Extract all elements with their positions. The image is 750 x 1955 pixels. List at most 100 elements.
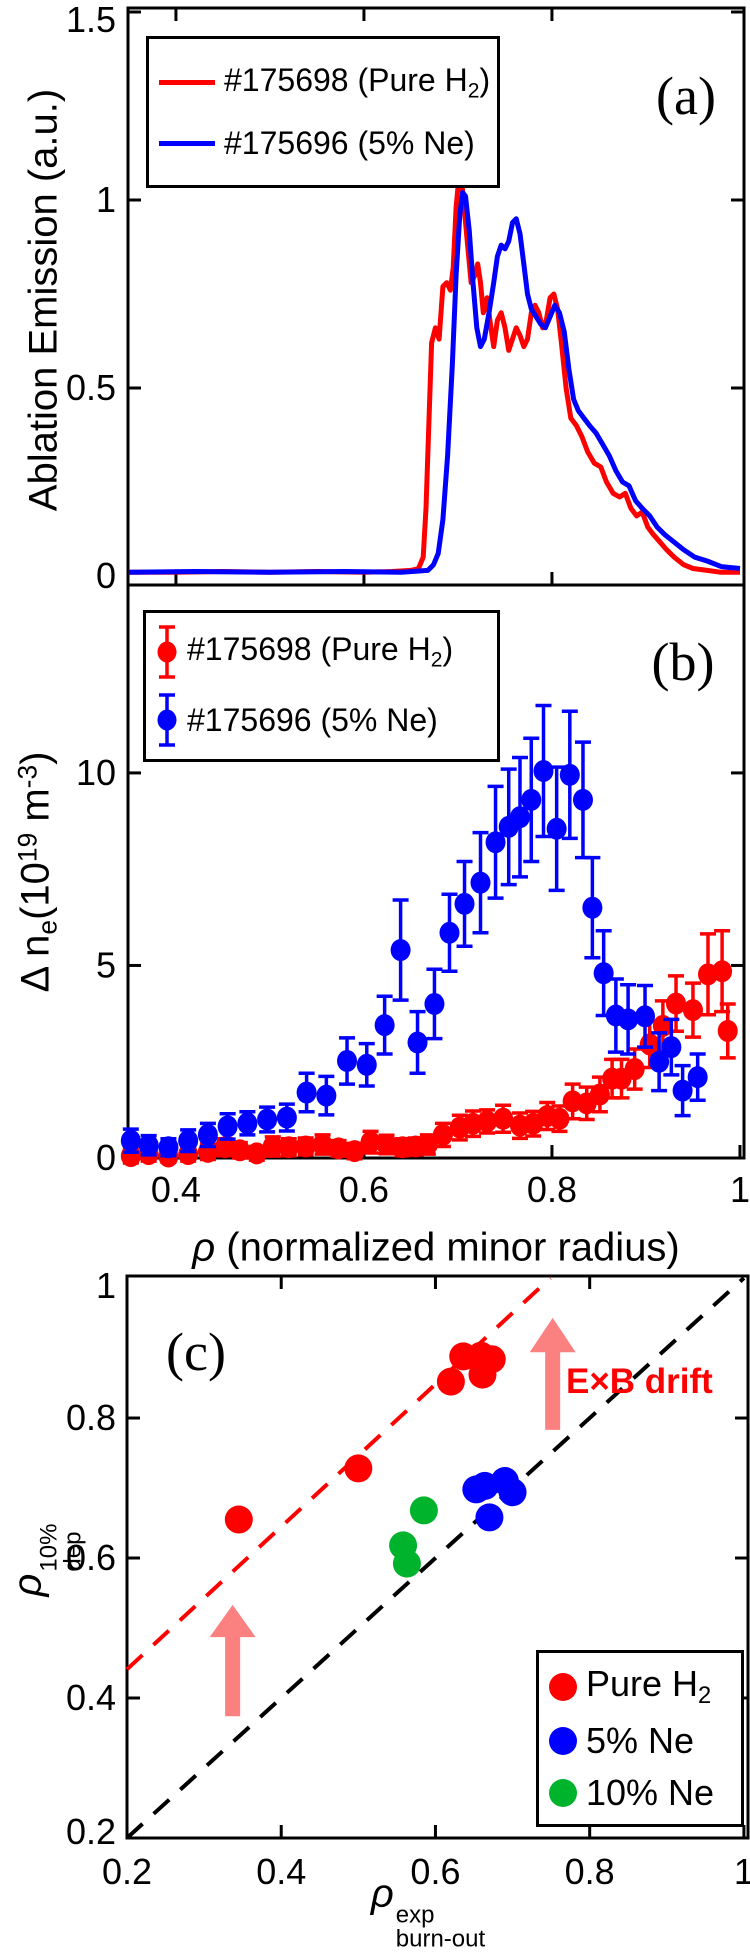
legend-marker-errorbar-icon (156, 691, 178, 749)
data-point (276, 1106, 297, 1129)
drift-arrow-icon (209, 1604, 256, 1717)
panel-b-xtick: 0.4 (151, 1169, 201, 1210)
data-point (120, 1129, 141, 1152)
panel-c-xtick: 1 (734, 1851, 750, 1892)
scatter-series (389, 1496, 438, 1578)
legend-marker-dot-icon (549, 1672, 577, 1701)
panel-c-ytick: 0.8 (66, 1397, 116, 1438)
data-point (214, 1136, 235, 1159)
data-point (417, 1133, 438, 1156)
data-point (178, 1129, 199, 1152)
identity-line (125, 1276, 746, 1840)
data-point (666, 992, 687, 1015)
panel-c-xlabel: ρ exp burn-out (370, 1871, 486, 1953)
drift-arrow-icon (529, 1317, 576, 1430)
panel-b-xtick: 0.6 (339, 1169, 389, 1210)
panel-b-label: (b) (651, 632, 715, 692)
data-point (328, 1137, 349, 1160)
data-point (533, 759, 554, 782)
data-point (493, 1107, 514, 1130)
exb-drift-annotation: E×B drift (566, 1362, 713, 1401)
panel-a-series (128, 174, 741, 575)
legend-label: 5% Ne (586, 1720, 695, 1762)
legend-marker-line-icon (159, 79, 215, 85)
panel-c-xtick: 0.4 (256, 1851, 306, 1892)
data-point (344, 1454, 373, 1483)
data-point (407, 1031, 428, 1054)
data-point (424, 992, 445, 1015)
data-point (687, 1066, 708, 1089)
panel-b-xlabel: ρ (normalized minor radius) (192, 1225, 680, 1270)
errorbar-series (120, 703, 708, 1159)
legend-label: #175696 (5% Ne) (224, 125, 475, 162)
panel-b-ytick: 10 (76, 752, 116, 793)
panel-b-series (120, 703, 738, 1168)
data-point (470, 871, 491, 894)
legend-entry: #175696 (5% Ne) (159, 125, 497, 162)
data-point (468, 1360, 497, 1389)
data-point (316, 1084, 337, 1107)
data-point (432, 1123, 453, 1146)
data-point (509, 806, 530, 829)
data-point (237, 1112, 258, 1135)
panel-c-ytick: 0.2 (66, 1811, 116, 1852)
data-point (344, 1140, 365, 1163)
panel-a-ytick: 0 (96, 555, 116, 596)
legend-marker-dot-icon (549, 1727, 577, 1756)
legend-label: 10% Ne (586, 1772, 715, 1814)
legend-marker-line-icon (159, 141, 215, 147)
data-point (356, 1053, 377, 1076)
panel-c-ytick: 0.6 (66, 1537, 116, 1578)
data-point (376, 1133, 397, 1156)
legend-marker-dot-icon (549, 1779, 577, 1808)
data-point (246, 1142, 267, 1165)
legend-label: #175698 (Pure H2) (224, 61, 491, 102)
data-point (546, 817, 567, 840)
panel-a-ylabel: Ablation Emission (a.u.) (21, 88, 66, 512)
panel-c-xtick: 0.8 (565, 1851, 615, 1892)
panel-c-ylabel: ρ 10% dep (5, 1523, 87, 1597)
data-point (498, 1478, 527, 1507)
legend-entry: #175698 (Pure H2) (156, 623, 497, 681)
legend-label: #175696 (5% Ne) (187, 701, 438, 738)
data-point (635, 1005, 656, 1028)
legend-entry: 10% Ne (549, 1772, 741, 1814)
data-point (589, 1083, 610, 1106)
legend-label: Pure H2 (586, 1662, 712, 1710)
panel-a-ytick: 0.5 (66, 367, 116, 408)
trace--175696-5%-ne- (128, 190, 741, 575)
data-point (390, 939, 411, 962)
panel-c-xtick: 0.2 (102, 1851, 152, 1892)
data-point (296, 1081, 317, 1104)
scatter-series (462, 1467, 527, 1532)
legend-entry: #175698 (Pure H2) (159, 62, 497, 103)
data-point (672, 1079, 693, 1102)
data-point (582, 896, 603, 919)
panel-b-ytick: 5 (96, 944, 116, 985)
data-point (360, 1131, 381, 1154)
legend-entry: #175696 (5% Ne) (156, 691, 497, 749)
data-point (593, 962, 614, 985)
panel-b-legend: #175698 (Pure H2) #175696 (5% Ne) (143, 610, 500, 762)
data-point (229, 1139, 250, 1162)
data-point (262, 1135, 283, 1158)
scatter-series (224, 1341, 506, 1534)
data-point (409, 1496, 438, 1525)
panel-b-xtick: 0.8 (527, 1169, 577, 1210)
panel-b-xtick: 1 (730, 1169, 750, 1210)
data-point (549, 1107, 570, 1130)
panel-c-legend: Pure H2 5% Ne 10% Ne (536, 1650, 744, 1827)
data-point (257, 1108, 278, 1131)
data-point (439, 921, 460, 944)
data-point (559, 763, 580, 786)
legend-entry: Pure H2 (549, 1663, 741, 1710)
data-point (624, 1058, 645, 1081)
data-point (485, 831, 506, 854)
panel-c-ytick: 1 (96, 1265, 116, 1306)
data-point (661, 1036, 682, 1059)
data-point (217, 1115, 238, 1138)
panel-c-label: (c) (166, 1322, 226, 1382)
data-point (295, 1135, 316, 1158)
data-point (392, 1549, 421, 1578)
